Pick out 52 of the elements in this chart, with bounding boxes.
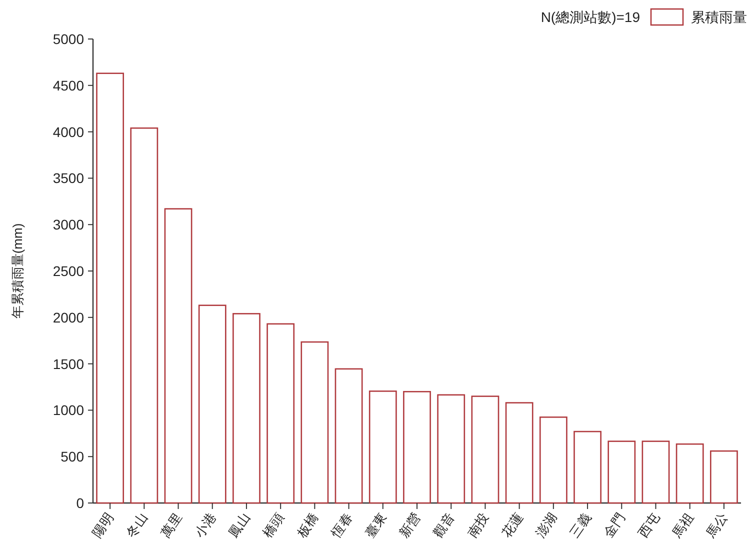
x-tick-label: 馬公 xyxy=(702,510,730,541)
y-tick-label: 2500 xyxy=(52,263,84,279)
bar xyxy=(130,127,158,504)
y-tick-label: 5000 xyxy=(52,31,84,47)
y-tick-label: 3000 xyxy=(52,216,84,233)
y-tick-label: 0 xyxy=(76,495,84,511)
bar xyxy=(198,304,226,504)
bar xyxy=(608,440,636,504)
bar xyxy=(539,416,568,504)
x-tick-label: 新營 xyxy=(396,510,424,540)
x-tick-label: 陽明 xyxy=(89,510,117,540)
y-tick-label: 4500 xyxy=(52,77,84,94)
bar xyxy=(437,394,466,504)
x-tick-label: 冬山 xyxy=(123,510,151,540)
x-tick-label: 板橋 xyxy=(293,510,322,541)
bar xyxy=(368,390,397,504)
x-tick-label: 臺東 xyxy=(362,510,390,540)
y-tick-label: 1000 xyxy=(52,402,84,418)
x-tick-label: 萬里 xyxy=(158,510,185,540)
bar xyxy=(676,443,704,504)
bar xyxy=(164,208,192,504)
x-tick-label: 觀音 xyxy=(430,510,458,540)
x-tick-label: 澎湖 xyxy=(532,510,560,540)
x-tick-label: 恆春 xyxy=(327,510,356,541)
x-tick-label: 西屯 xyxy=(634,510,662,540)
x-tick-label: 花蓮 xyxy=(498,510,526,540)
bar xyxy=(574,430,602,504)
y-tick-label: 3500 xyxy=(52,170,84,186)
y-tick-label: 500 xyxy=(60,448,84,465)
bar xyxy=(710,450,738,504)
bar xyxy=(266,323,295,504)
bar xyxy=(403,390,431,504)
x-tick-label: 橋頭 xyxy=(260,510,288,540)
y-tick-label: 4000 xyxy=(52,124,84,140)
x-tick-label: 馬祖 xyxy=(668,510,696,541)
bar xyxy=(96,72,124,504)
bar xyxy=(232,313,260,504)
bar xyxy=(505,402,534,504)
legend-label: 累積雨量 xyxy=(691,9,747,25)
bar xyxy=(642,440,670,504)
x-tick-label: 鳳山 xyxy=(226,510,253,540)
x-tick-label: 三義 xyxy=(566,510,594,540)
x-tick-label: 小港 xyxy=(192,510,219,540)
x-tick-label: 南投 xyxy=(464,510,492,540)
y-tick-label: 1500 xyxy=(52,356,84,372)
bar xyxy=(300,341,329,504)
y-tick-label: 2000 xyxy=(52,309,84,326)
bar xyxy=(471,396,500,504)
x-tick-label: 金門 xyxy=(600,510,628,540)
legend-title: N(總測站數)=19 xyxy=(540,9,640,25)
bar xyxy=(334,368,363,504)
y-axis-title: 年累積雨量(mm) xyxy=(10,223,25,319)
